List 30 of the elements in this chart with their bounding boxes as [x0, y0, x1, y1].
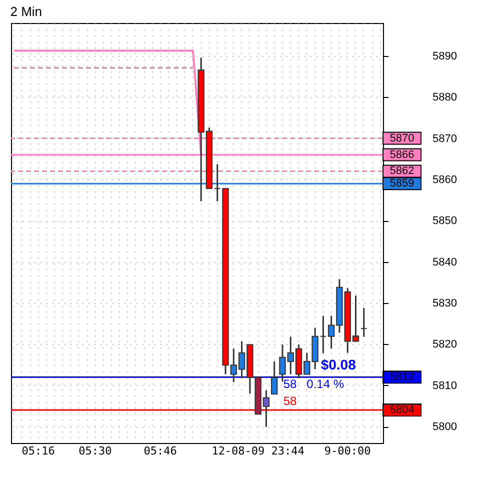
candlestick: [214, 163, 221, 202]
ref-line-label: 5862: [390, 165, 414, 178]
annotation: 0.14 %: [306, 377, 344, 392]
y-tick-label: 5890: [432, 50, 457, 62]
annotation: 58: [283, 377, 297, 392]
candlestick: [360, 307, 368, 338]
x-tick-label: 9-00:00: [324, 444, 371, 458]
annotation: $0.08: [320, 356, 356, 372]
chart-title: 2 Min: [10, 4, 42, 19]
candlestick: [270, 360, 278, 395]
y-tick-label: 5830: [432, 298, 457, 310]
y-tick-label: 5880: [432, 92, 457, 104]
y-tick-label: 5820: [432, 338, 457, 351]
y-tick-label: 5810: [432, 380, 457, 392]
ref-line-label: 5812: [390, 371, 414, 384]
annotation: 58: [283, 394, 297, 408]
y-tick-label: 5840: [432, 256, 457, 268]
y-tick-label: 5850: [432, 215, 457, 228]
x-tick-label: 05:16: [22, 444, 55, 458]
x-tick-label: 12-08-09 23:44: [212, 444, 305, 458]
ref-line-label: 5870: [390, 132, 414, 144]
x-tick-label: 05:46: [144, 444, 177, 458]
ref-line-label: 5866: [390, 148, 414, 161]
ref-line-label: 5804: [390, 404, 414, 416]
y-tick-label: 5860: [432, 174, 457, 186]
ref-line-label: 5859: [390, 178, 414, 190]
candlestick: [320, 315, 327, 354]
y-tick-label: 5870: [432, 132, 457, 145]
y-tick-label: 5800: [432, 421, 457, 434]
x-tick-label: 05:30: [78, 444, 112, 458]
